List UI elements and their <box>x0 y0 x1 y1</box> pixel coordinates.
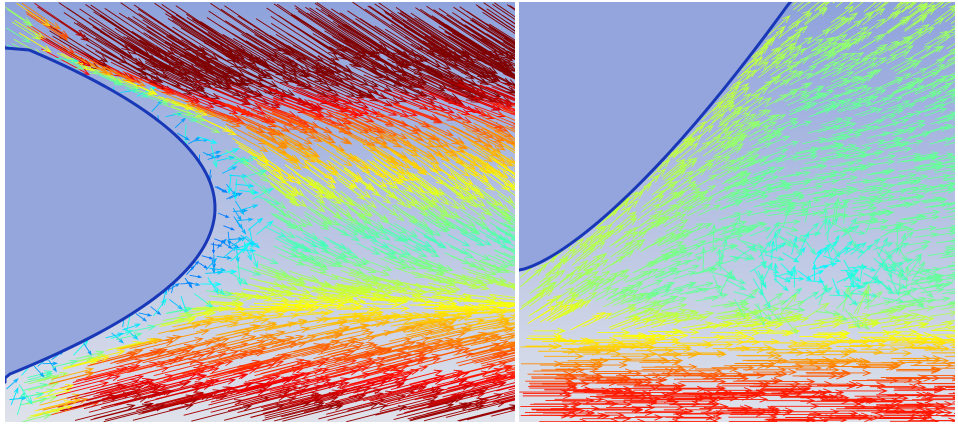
velocity-vector <box>885 0 907 2</box>
vector-plot-view <box>0 0 958 426</box>
velocity-vector <box>955 199 958 204</box>
